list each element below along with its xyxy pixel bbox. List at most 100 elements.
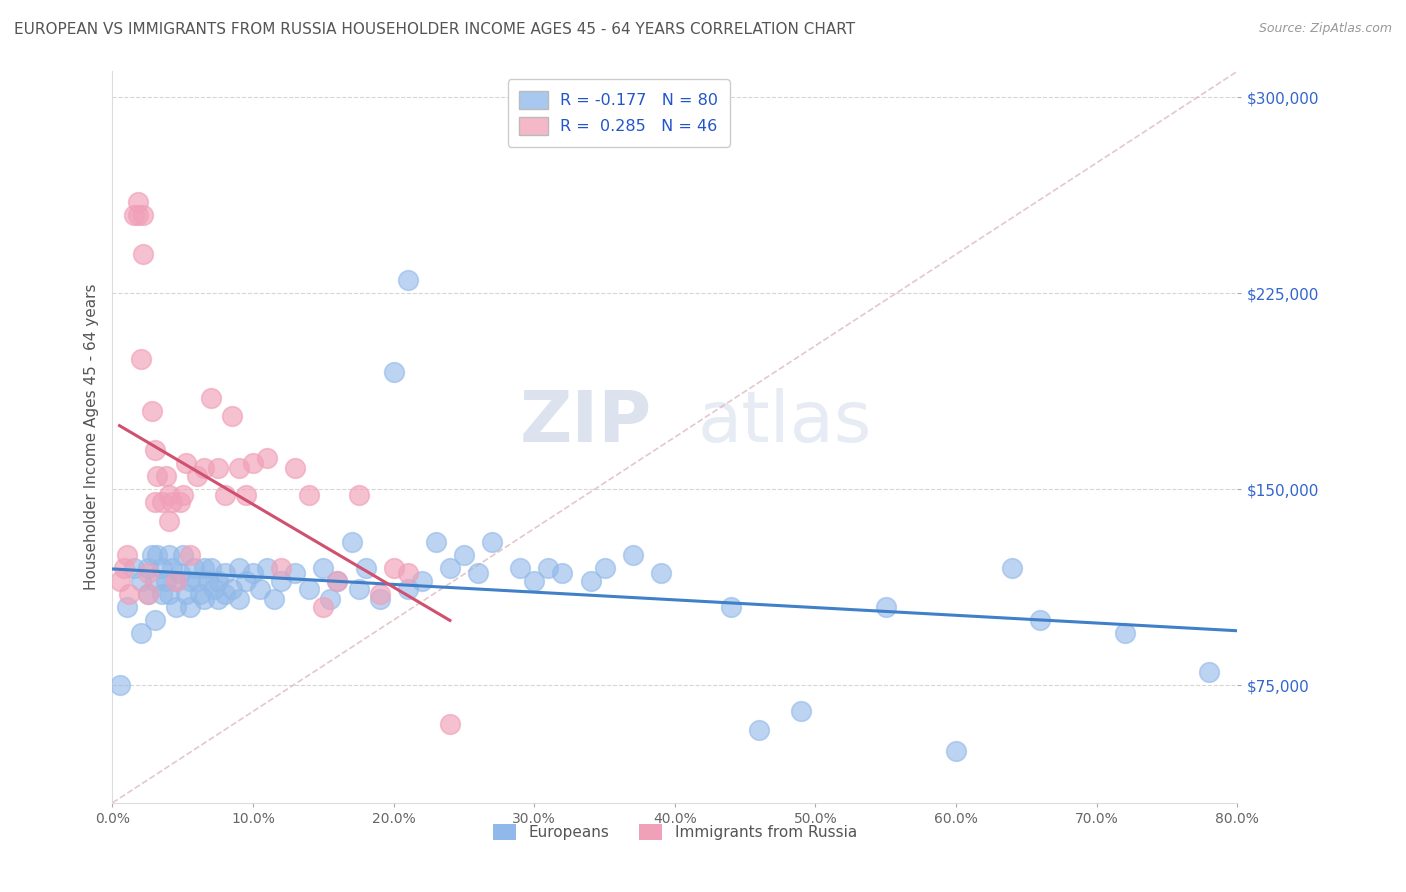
Text: atlas: atlas xyxy=(697,388,872,457)
Point xyxy=(197,574,219,588)
Point xyxy=(298,487,321,501)
Point xyxy=(228,461,250,475)
Point xyxy=(155,574,177,588)
Point xyxy=(179,574,201,588)
Point xyxy=(186,469,208,483)
Point xyxy=(169,566,191,580)
Point xyxy=(150,560,173,574)
Point xyxy=(354,560,377,574)
Point xyxy=(467,566,489,580)
Point xyxy=(129,351,152,366)
Point xyxy=(242,566,264,580)
Point xyxy=(256,450,278,465)
Point xyxy=(221,409,243,424)
Point xyxy=(945,743,967,757)
Point xyxy=(235,487,257,501)
Point xyxy=(186,574,208,588)
Point xyxy=(122,208,145,222)
Point xyxy=(207,592,229,607)
Point xyxy=(270,574,292,588)
Legend: Europeans, Immigrants from Russia: Europeans, Immigrants from Russia xyxy=(486,818,863,847)
Point xyxy=(1001,560,1024,574)
Point xyxy=(132,208,155,222)
Point xyxy=(179,548,201,562)
Point xyxy=(193,560,215,574)
Point xyxy=(326,574,349,588)
Point xyxy=(207,461,229,475)
Point xyxy=(368,587,391,601)
Y-axis label: Householder Income Ages 45 - 64 years: Householder Income Ages 45 - 64 years xyxy=(83,284,98,591)
Point xyxy=(347,582,370,596)
Point xyxy=(537,560,560,574)
Point xyxy=(122,560,145,574)
Point xyxy=(319,592,342,607)
Point xyxy=(179,599,201,614)
Point xyxy=(439,717,461,731)
Point xyxy=(127,208,149,222)
Point xyxy=(118,587,141,601)
Point xyxy=(108,574,131,588)
Point xyxy=(165,574,187,588)
Point xyxy=(214,587,236,601)
Point xyxy=(129,574,152,588)
Point xyxy=(136,587,159,601)
Point xyxy=(165,599,187,614)
Point xyxy=(720,599,742,614)
Point xyxy=(207,574,229,588)
Point xyxy=(143,574,166,588)
Point xyxy=(284,461,307,475)
Point xyxy=(453,548,475,562)
Point xyxy=(136,587,159,601)
Point xyxy=(382,365,405,379)
Point xyxy=(174,456,197,470)
Point xyxy=(172,487,194,501)
Point xyxy=(228,560,250,574)
Point xyxy=(214,487,236,501)
Point xyxy=(157,548,180,562)
Point xyxy=(340,534,363,549)
Point xyxy=(439,560,461,574)
Point xyxy=(143,443,166,458)
Point xyxy=(202,582,225,596)
Point xyxy=(298,582,321,596)
Point xyxy=(748,723,770,737)
Point xyxy=(141,548,163,562)
Point xyxy=(235,574,257,588)
Point xyxy=(312,599,335,614)
Point xyxy=(136,566,159,580)
Point xyxy=(200,560,222,574)
Point xyxy=(157,514,180,528)
Point xyxy=(200,391,222,405)
Point xyxy=(127,194,149,209)
Point xyxy=(136,560,159,574)
Point xyxy=(312,560,335,574)
Point xyxy=(368,592,391,607)
Point xyxy=(509,560,531,574)
Point xyxy=(193,592,215,607)
Point xyxy=(214,566,236,580)
Text: EUROPEAN VS IMMIGRANTS FROM RUSSIA HOUSEHOLDER INCOME AGES 45 - 64 YEARS CORRELA: EUROPEAN VS IMMIGRANTS FROM RUSSIA HOUSE… xyxy=(14,22,855,37)
Point xyxy=(174,587,197,601)
Point xyxy=(160,495,183,509)
Point xyxy=(188,587,211,601)
Point xyxy=(183,560,205,574)
Point xyxy=(249,582,271,596)
Point xyxy=(284,566,307,580)
Point xyxy=(143,495,166,509)
Point xyxy=(146,548,169,562)
Point xyxy=(263,592,285,607)
Point xyxy=(1198,665,1220,680)
Point xyxy=(115,599,138,614)
Point xyxy=(396,582,419,596)
Point xyxy=(221,582,243,596)
Point xyxy=(146,469,169,483)
Point xyxy=(242,456,264,470)
Point xyxy=(551,566,574,580)
Point xyxy=(108,678,131,692)
Point xyxy=(193,461,215,475)
Point xyxy=(112,560,135,574)
Point xyxy=(141,404,163,418)
Point xyxy=(326,574,349,588)
Point xyxy=(150,587,173,601)
Point xyxy=(129,626,152,640)
